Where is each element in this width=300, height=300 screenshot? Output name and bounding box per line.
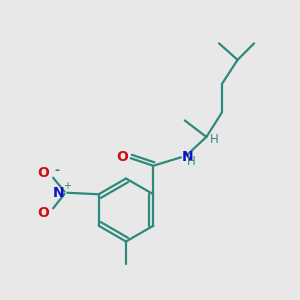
Text: O: O [116, 150, 128, 164]
Text: H: H [209, 133, 218, 146]
Text: O: O [37, 166, 49, 180]
Text: H: H [187, 155, 196, 168]
Text: +: + [63, 181, 71, 191]
Text: N: N [182, 150, 194, 164]
Text: O: O [37, 206, 49, 220]
Text: N: N [53, 186, 64, 200]
Text: -: - [54, 164, 59, 177]
